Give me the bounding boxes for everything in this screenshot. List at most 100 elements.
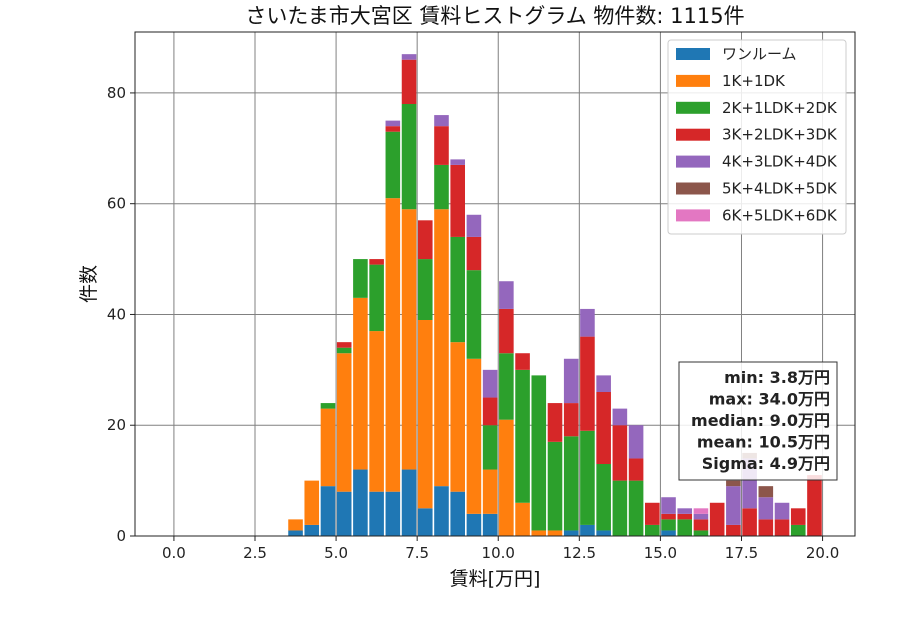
histogram-bar bbox=[466, 358, 482, 514]
stats-frame bbox=[678, 361, 838, 481]
histogram-bar bbox=[596, 392, 611, 464]
x-tick-label: 0.0 bbox=[162, 544, 186, 562]
histogram-bar bbox=[304, 480, 320, 525]
x-tick-label: 10.0 bbox=[482, 544, 515, 562]
legend: ワンルーム 1K+1DK 2K+1LDK+2DK 3K+2LDK+3DK 4K+3LDK… bbox=[667, 39, 847, 235]
histogram-bar bbox=[434, 115, 449, 127]
y-tick-label: 60 bbox=[107, 195, 126, 213]
histogram-bar bbox=[774, 519, 790, 536]
histogram-bar bbox=[385, 120, 401, 127]
histogram-bar bbox=[580, 336, 595, 431]
histogram-bar bbox=[563, 436, 579, 531]
legend-swatch bbox=[676, 101, 710, 114]
histogram-bar bbox=[693, 530, 709, 536]
legend-swatch bbox=[676, 182, 710, 195]
x-tick-label: 5.0 bbox=[324, 544, 348, 562]
histogram-bar bbox=[726, 486, 741, 525]
histogram-bar bbox=[547, 403, 563, 442]
histogram-bar bbox=[709, 502, 725, 536]
legend-swatch bbox=[676, 209, 710, 222]
histogram-bar bbox=[417, 259, 433, 320]
histogram-bar bbox=[450, 236, 465, 343]
histogram-bar bbox=[336, 353, 352, 492]
legend-swatch bbox=[676, 128, 710, 141]
histogram-bar bbox=[417, 508, 433, 536]
histogram-bar bbox=[401, 59, 417, 104]
histogram-bar bbox=[563, 358, 579, 404]
histogram-bar bbox=[661, 530, 676, 536]
histogram-bar bbox=[515, 353, 530, 370]
histogram-bar bbox=[401, 54, 417, 60]
stats-line: max: 34.0万円 bbox=[709, 390, 830, 409]
histogram-bar bbox=[450, 159, 465, 165]
histogram-bar bbox=[466, 513, 482, 536]
legend-swatch bbox=[676, 74, 710, 87]
histogram-bar bbox=[288, 519, 303, 531]
histogram-bar bbox=[450, 164, 465, 237]
histogram-bar bbox=[288, 530, 303, 536]
histogram-bar bbox=[693, 513, 709, 520]
stats-line: median: 9.0万円 bbox=[691, 411, 830, 430]
y-tick-label: 40 bbox=[107, 305, 126, 323]
histogram-bar bbox=[547, 530, 563, 536]
legend-entry: 1K+1DK bbox=[722, 72, 786, 90]
histogram-bar bbox=[758, 519, 774, 536]
histogram-bar bbox=[693, 519, 709, 531]
histogram-bar bbox=[336, 347, 352, 354]
histogram-bar bbox=[790, 524, 806, 536]
histogram-bar bbox=[434, 164, 449, 210]
histogram-bar bbox=[531, 530, 547, 536]
legend-box bbox=[667, 39, 847, 235]
stats-box: min: 3.8万円 max: 34.0万円 median: 9.0万円 mean: … bbox=[678, 361, 838, 481]
y-tick-label: 80 bbox=[107, 84, 126, 102]
histogram-bar bbox=[353, 469, 368, 536]
histogram-bar bbox=[450, 491, 465, 536]
ticks-layer: 0.0 2.5 5.0 7.5 10.0 12.5 15.0 17.5 20.0 0 20 40 60 8… bbox=[107, 84, 839, 562]
histogram-bar bbox=[401, 209, 417, 470]
histogram-bar bbox=[726, 524, 741, 536]
histogram-bar bbox=[580, 524, 595, 536]
histogram-bar bbox=[563, 530, 579, 536]
histogram-bar bbox=[628, 458, 644, 481]
histogram-bar bbox=[401, 469, 417, 536]
stats-line: min: 3.8万円 bbox=[724, 368, 830, 387]
histogram-bar bbox=[482, 469, 498, 514]
histogram-bar bbox=[369, 264, 384, 332]
histogram-bar bbox=[758, 497, 774, 520]
histogram-bar bbox=[563, 403, 579, 437]
histogram-bar bbox=[645, 524, 660, 536]
x-tick-label: 12.5 bbox=[563, 544, 596, 562]
histogram-bar bbox=[645, 502, 660, 525]
histogram-bar bbox=[531, 375, 547, 531]
histogram-bar bbox=[661, 513, 676, 520]
legend-entry: 6K+5LDK+6DK bbox=[722, 206, 838, 224]
histogram-bar bbox=[742, 508, 757, 536]
x-tick-label: 15.0 bbox=[644, 544, 677, 562]
legend-swatch bbox=[676, 48, 710, 60]
histogram-bar bbox=[450, 342, 465, 492]
histogram-bar bbox=[515, 369, 530, 503]
histogram-bar bbox=[596, 530, 611, 536]
y-tick-label: 0 bbox=[116, 527, 126, 545]
legend-entry: 3K+2LDK+3DK bbox=[722, 126, 838, 144]
histogram-bar bbox=[515, 502, 530, 536]
histogram-bar bbox=[466, 236, 482, 271]
histogram-bar bbox=[596, 375, 611, 392]
legend-entry: 5K+4LDK+5DK bbox=[722, 180, 838, 198]
y-axis-label: 件数 bbox=[78, 265, 100, 303]
histogram-bar bbox=[353, 259, 368, 298]
histogram-bar bbox=[304, 524, 320, 536]
histogram-bar bbox=[596, 464, 611, 531]
histogram-bar bbox=[466, 214, 482, 237]
histogram-bar bbox=[417, 320, 433, 509]
histogram-bar bbox=[369, 491, 384, 536]
x-tick-label: 17.5 bbox=[725, 544, 758, 562]
histogram-bar bbox=[580, 430, 595, 525]
histogram-bar bbox=[612, 480, 628, 536]
histogram-bar bbox=[482, 369, 498, 398]
stats-line: Sigma: 4.9万円 bbox=[702, 454, 830, 473]
legend-entry: 2K+1LDK+2DK bbox=[722, 99, 838, 117]
x-tick-label: 7.5 bbox=[405, 544, 429, 562]
histogram-bar bbox=[417, 220, 433, 260]
